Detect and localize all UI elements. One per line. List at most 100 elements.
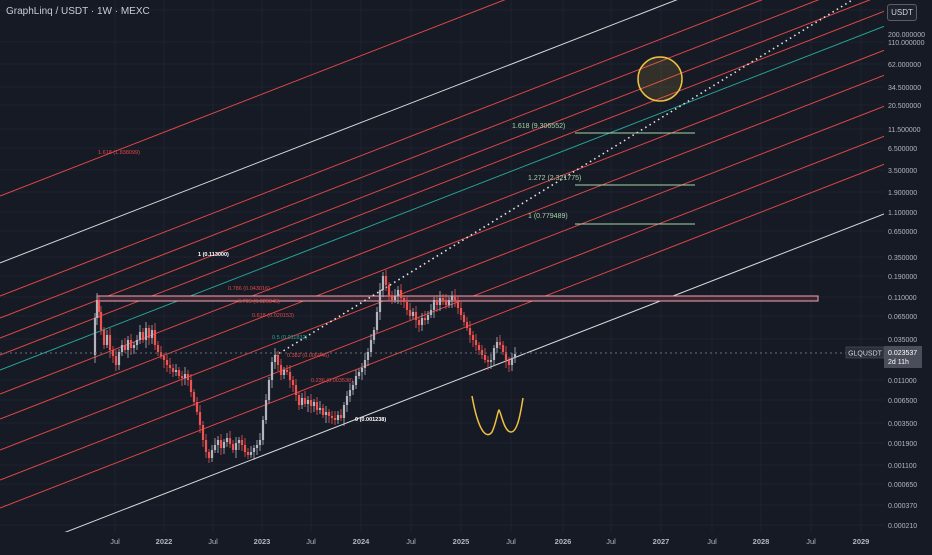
price-badge-countdown: 2d 11h <box>888 359 909 366</box>
candle <box>108 335 112 350</box>
candle <box>483 355 487 360</box>
time-axis-label: Jul <box>110 537 120 546</box>
candle <box>336 415 340 420</box>
fib-line-1618 <box>0 0 506 197</box>
candle <box>192 392 196 402</box>
time-axis-label: Jul <box>707 537 717 546</box>
candle <box>261 420 265 440</box>
candle <box>147 328 151 338</box>
candle <box>306 400 310 404</box>
candle <box>387 285 391 296</box>
time-axis-label: Jul <box>208 537 218 546</box>
candle <box>459 308 463 315</box>
candles-group <box>93 270 517 463</box>
candle <box>126 340 130 350</box>
price-axis-label: 0.190000 <box>888 274 917 281</box>
candle <box>186 374 190 380</box>
candle <box>246 452 250 455</box>
candle <box>345 396 349 405</box>
candle <box>348 390 352 396</box>
candle <box>321 408 325 415</box>
candle <box>234 443 238 450</box>
candle <box>420 318 424 325</box>
time-axis-label: Jul <box>606 537 616 546</box>
price-axis-label: 0.065000 <box>888 314 917 321</box>
time-axis-label: Jul <box>506 537 516 546</box>
fib-line-extra <box>0 0 763 297</box>
candle <box>363 360 367 368</box>
price-badge-value: 0.023537 <box>888 350 917 357</box>
candle <box>378 290 382 312</box>
candle <box>471 335 475 340</box>
candle <box>429 310 433 315</box>
candle <box>258 440 262 445</box>
candle <box>504 352 508 360</box>
candle <box>390 296 394 300</box>
candle <box>288 372 292 380</box>
candle <box>357 372 361 376</box>
price-axis-label: 0.003500 <box>888 421 917 428</box>
candle <box>468 328 472 335</box>
candle <box>462 315 466 322</box>
candle <box>216 440 220 445</box>
candle <box>342 405 346 418</box>
currency-selector[interactable]: USDT <box>887 4 917 21</box>
candle <box>411 312 415 316</box>
fib-line-lower-ext2 <box>0 163 884 509</box>
price-axis-label: 1.100000 <box>888 210 917 217</box>
candle <box>213 445 217 450</box>
candle <box>252 448 256 452</box>
price-axis-label: 0.000210 <box>888 523 917 530</box>
candle <box>444 300 448 305</box>
fib-line-0705 <box>0 0 871 339</box>
candle <box>399 290 403 298</box>
candle <box>267 380 271 400</box>
price-axis-label: 0.350000 <box>888 255 917 262</box>
candle <box>135 340 139 345</box>
fib-label-f0: 0 (0.001238) <box>355 417 386 423</box>
candle <box>492 348 496 360</box>
candle <box>97 300 101 312</box>
price-axis-label: 34.500000 <box>888 85 921 92</box>
price-axis-label: 0.001900 <box>888 441 917 448</box>
candle <box>498 342 502 345</box>
candle <box>105 335 109 345</box>
candle <box>273 355 277 362</box>
candle <box>294 385 298 395</box>
price-axis-label: 1.900000 <box>888 190 917 197</box>
candle <box>489 360 493 362</box>
fib-line-0382 <box>0 74 884 420</box>
candle <box>465 322 469 328</box>
candle <box>318 408 322 410</box>
fib-label-f0786: 0.786 (0.043016) <box>228 286 270 292</box>
candle <box>417 320 421 325</box>
candle <box>396 290 400 296</box>
time-axis-label: Jul <box>306 537 316 546</box>
price-axis-label: 0.110000 <box>888 295 917 302</box>
time-axis-label: 2024 <box>353 537 371 546</box>
fib-label-f0618: 0.618 (0.020153) <box>252 313 294 319</box>
candle <box>189 380 193 392</box>
candle <box>174 370 178 372</box>
candle <box>312 402 316 406</box>
chart-title: GraphLinq / USDT · 1W · MEXC <box>6 6 150 17</box>
candle <box>354 376 358 385</box>
candle <box>495 342 499 348</box>
fib-line-0236 <box>0 105 884 451</box>
candle <box>237 440 241 443</box>
candle <box>231 444 235 450</box>
candle <box>486 360 490 362</box>
fib-line-05 <box>0 25 884 371</box>
fib-label-f05: 0.5 (0.011832) <box>272 335 308 341</box>
time-axis-label: 2022 <box>156 537 173 546</box>
candle <box>195 402 199 412</box>
candle <box>366 352 370 360</box>
candle <box>315 402 319 410</box>
candle <box>207 452 211 458</box>
candle <box>435 300 439 305</box>
time-axis-label: 2029 <box>853 537 870 546</box>
candle <box>477 345 481 350</box>
candle <box>144 328 148 340</box>
